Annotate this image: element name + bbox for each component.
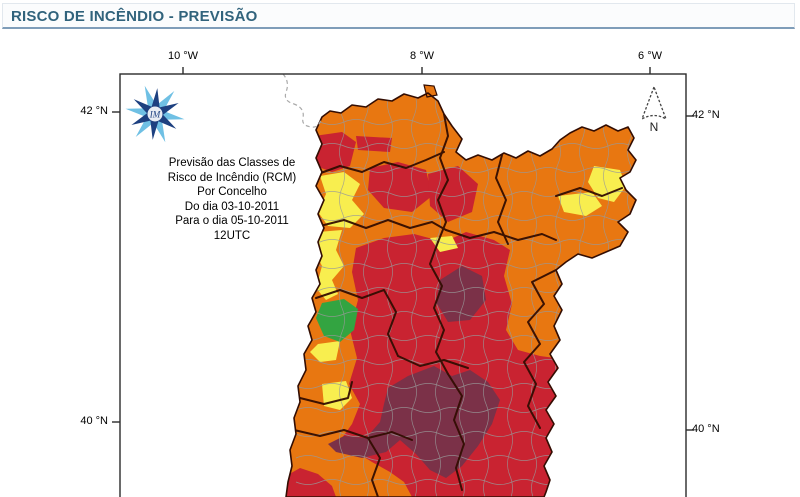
country-outline [285,92,637,497]
page-header: RISCO DE INCÊNDIO - PREVISÃO [2,3,795,29]
im-logo-icon: IM [125,85,185,143]
north-arrow-icon [640,85,668,121]
annotation-line: Por Concelho [197,186,267,198]
annotation-line: Risco de Incêndio (RCM) [167,171,297,184]
map-regions-dark-red [328,266,500,478]
north-arrow-label: N [649,120,659,134]
axis-label-42n-left: 42 °N [80,105,108,117]
annotation-line: Do dia 03-10-2011 [184,200,280,213]
annotation-line: Previsão das Classes de [168,157,296,169]
axis-label-10w: 10 °W [167,50,199,62]
spain-border-dashed [282,73,322,128]
page-title: RISCO DE INCÊNDIO - PREVISÃO [11,8,258,25]
map-frame [112,67,694,497]
axis-label-40n-left: 40 °N [80,415,108,427]
axis-label-6w: 6 °W [638,50,662,62]
axis-label-8w: 8 °W [410,50,434,62]
map-regions-yellow [310,166,626,410]
district-borders [293,113,623,497]
annotation-line: 12UTC [213,229,251,242]
annotation-line: Para o dia 05-10-2011 [175,215,289,227]
map-annotation: Previsão das Classes de Risco de Incêndi… [140,156,324,243]
map-region-green [316,299,358,342]
im-logo-text: IM [149,110,161,120]
axis-label-40n-right: 40 °N [692,423,720,435]
axis-label-42n-right: 42 °N [692,109,720,121]
